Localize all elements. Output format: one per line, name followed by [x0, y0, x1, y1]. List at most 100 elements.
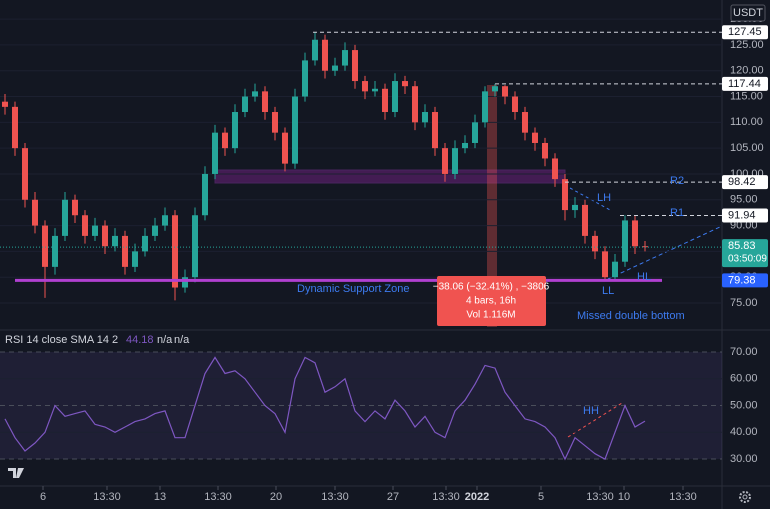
price-label-box: [722, 175, 768, 190]
candle-body: [142, 235, 148, 252]
sma-value: n/a: [174, 334, 190, 346]
candle-body: [362, 81, 368, 92]
candle-body: [332, 65, 338, 71]
rsi-divergence: [567, 402, 623, 438]
rsi-line: [4, 356, 646, 461]
x-tick-label: 5: [538, 491, 544, 503]
missed-label: Missed double bottom: [577, 310, 685, 322]
measure-range: [487, 85, 497, 327]
candle-body: [2, 101, 8, 107]
candle-body: [172, 215, 178, 288]
y-tick-label: 70.00: [730, 346, 758, 358]
candle-body: [492, 86, 498, 92]
lh-label: LH: [597, 192, 611, 204]
candle-body: [542, 142, 548, 159]
price-label: 117.44: [728, 78, 761, 90]
lh-line: [569, 187, 611, 211]
candle-body: [552, 158, 558, 180]
candle-body: [282, 132, 288, 164]
candle-body: [152, 225, 158, 236]
hl-label: HL: [637, 271, 651, 283]
support-label: Dynamic Support Zone: [297, 283, 410, 295]
r1-label: R1: [670, 207, 684, 219]
y-tick-label: 115.00: [730, 90, 763, 102]
candle-body: [302, 60, 308, 97]
sma-value: n/a: [157, 334, 173, 346]
current-price-label: 85.83: [728, 240, 756, 252]
candle-body: [472, 122, 478, 143]
candle-body: [42, 225, 48, 267]
y-tick-label: 105.00: [730, 142, 764, 154]
candle-body: [72, 199, 78, 216]
candle-body: [602, 251, 608, 278]
x-tick-label: 13: [154, 491, 166, 503]
candle-body: [222, 132, 228, 149]
candle-body: [52, 235, 58, 267]
candle-body: [272, 112, 278, 133]
candle-body: [162, 215, 168, 226]
candle-body: [62, 199, 68, 236]
price-label-box: [722, 273, 768, 288]
hh-label: HH: [583, 405, 599, 417]
candle-body: [212, 132, 218, 174]
rsi-title: RSI 14 close SMA 14 2: [5, 334, 118, 346]
price-label: 91.94: [728, 209, 756, 221]
candle-body: [612, 261, 618, 278]
settings-icon[interactable]: [739, 491, 751, 503]
candle-body: [102, 225, 108, 247]
candle-body: [232, 112, 238, 149]
candle-body: [342, 50, 348, 66]
candle-body: [292, 96, 298, 164]
candle-body: [82, 215, 88, 236]
countdown-label: 03:50:09: [728, 254, 767, 265]
x-tick-label: 13:30: [204, 491, 232, 503]
logo: [8, 468, 24, 478]
x-tick-label: 13:30: [669, 491, 697, 503]
candle-body: [522, 112, 528, 133]
x-tick-label: 13:30: [321, 491, 349, 503]
currency-box[interactable]: [730, 4, 766, 22]
candle-body: [132, 251, 138, 267]
candle-body: [242, 96, 248, 113]
candle-body: [192, 215, 198, 278]
y-tick-label: 75.00: [730, 297, 758, 309]
candle-body: [622, 220, 628, 262]
candle-body: [12, 106, 18, 149]
candle-body: [372, 88, 378, 92]
rsi-value: 44.18: [126, 334, 154, 346]
candle-body: [572, 204, 578, 211]
candle-body: [382, 88, 388, 113]
x-tick-label: 13:30: [93, 491, 121, 503]
candle-body: [392, 81, 398, 113]
y-tick-label: 120.00: [730, 65, 764, 77]
candle-body: [322, 39, 328, 71]
current-price-box: [722, 239, 768, 268]
y-tick-label: 110.00: [730, 116, 763, 128]
price-label: 79.38: [728, 274, 756, 286]
candle-body: [632, 220, 638, 247]
candle-body: [412, 86, 418, 123]
candle-body: [262, 91, 268, 113]
x-tick-label: 2022: [465, 491, 489, 503]
x-tick-label: 10: [618, 491, 630, 503]
x-tick-label: 13:30: [586, 491, 614, 503]
candle-body: [582, 204, 588, 236]
price-label-box: [722, 25, 768, 40]
x-tick-label: 13:30: [432, 491, 460, 503]
x-tick-label: 20: [270, 491, 282, 503]
candle-body: [432, 112, 438, 149]
y-tick-label: 40.00: [730, 426, 758, 438]
candle-body: [532, 132, 538, 143]
y-tick-label: 60.00: [730, 373, 758, 385]
candle-body: [252, 91, 258, 97]
candle-body: [202, 173, 208, 216]
candle-body: [452, 148, 458, 174]
candle-body: [482, 91, 488, 123]
measure-box: [437, 276, 546, 326]
candle-body: [312, 39, 318, 61]
measure-bars: 4 bars, 16h: [466, 296, 516, 307]
candle-body: [512, 96, 518, 113]
candle-body: [352, 50, 358, 82]
candle-body: [422, 112, 428, 123]
